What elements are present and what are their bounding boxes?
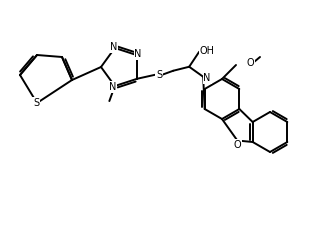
- Text: S: S: [156, 70, 162, 80]
- Text: N: N: [109, 82, 116, 92]
- Text: N: N: [204, 73, 211, 83]
- Text: S: S: [33, 98, 39, 108]
- Text: OH: OH: [200, 46, 215, 56]
- Text: O: O: [234, 140, 241, 150]
- Text: N: N: [134, 49, 142, 59]
- Text: O: O: [246, 58, 254, 68]
- Text: N: N: [110, 42, 117, 52]
